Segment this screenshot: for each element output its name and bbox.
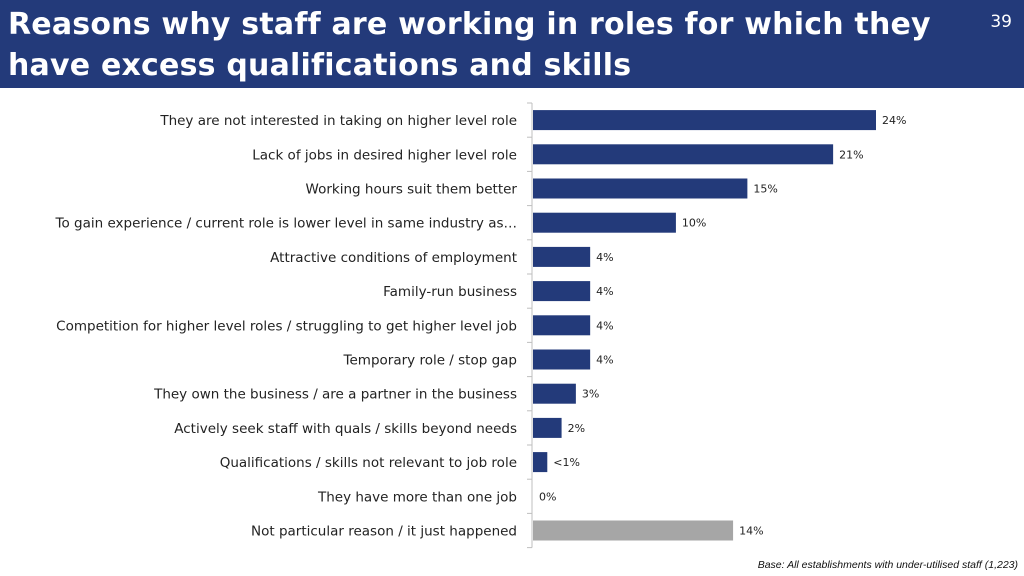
- category-label: They have more than one job: [317, 489, 517, 505]
- category-label: They are not interested in taking on hig…: [159, 113, 517, 129]
- bar: [533, 246, 591, 267]
- category-label: They own the business / are a partner in…: [153, 387, 517, 403]
- data-label: 0%: [539, 490, 556, 503]
- data-label: 4%: [596, 319, 613, 332]
- base-note: Base: All establishments with under-util…: [757, 559, 1018, 571]
- data-label: 4%: [596, 354, 613, 367]
- bar: [533, 110, 876, 131]
- data-label: 3%: [582, 388, 599, 401]
- data-label: 4%: [596, 285, 613, 298]
- data-label: 10%: [682, 217, 706, 230]
- category-label: Competition for higher level roles / str…: [56, 318, 517, 334]
- data-label: <1%: [553, 456, 580, 469]
- bar: [533, 281, 591, 302]
- bar: [533, 383, 576, 404]
- category-label: Lack of jobs in desired higher level rol…: [252, 147, 517, 163]
- page-number: 39: [990, 12, 1012, 32]
- data-label: 2%: [568, 422, 585, 435]
- bar: [533, 520, 734, 541]
- category-label: Qualifications / skills not relevant to …: [220, 455, 517, 471]
- data-label: 4%: [596, 251, 613, 264]
- category-label: To gain experience / current role is low…: [55, 216, 517, 232]
- category-label: Actively seek staff with quals / skills …: [174, 421, 517, 437]
- bar: [533, 349, 591, 370]
- data-label: 24%: [882, 114, 906, 127]
- category-label: Temporary role / stop gap: [343, 353, 517, 369]
- bar-chart: They are not interested in taking on hig…: [55, 102, 906, 549]
- category-label: Attractive conditions of employment: [270, 250, 517, 266]
- bar: [533, 178, 748, 199]
- bar: [533, 315, 591, 336]
- title-banner: Reasons why staff are working in roles f…: [0, 0, 1024, 88]
- data-label: 14%: [739, 525, 763, 538]
- page-title: Reasons why staff are working in roles f…: [8, 7, 931, 83]
- data-label: 15%: [753, 183, 777, 196]
- bar: [533, 144, 834, 165]
- data-label: 21%: [839, 148, 863, 161]
- category-label: Working hours suit them better: [306, 182, 518, 198]
- bar: [533, 212, 676, 233]
- category-label: Family-run business: [383, 284, 517, 300]
- category-label: Not particular reason / it just happened: [251, 524, 517, 540]
- bar: [533, 452, 548, 473]
- bar: [533, 417, 562, 438]
